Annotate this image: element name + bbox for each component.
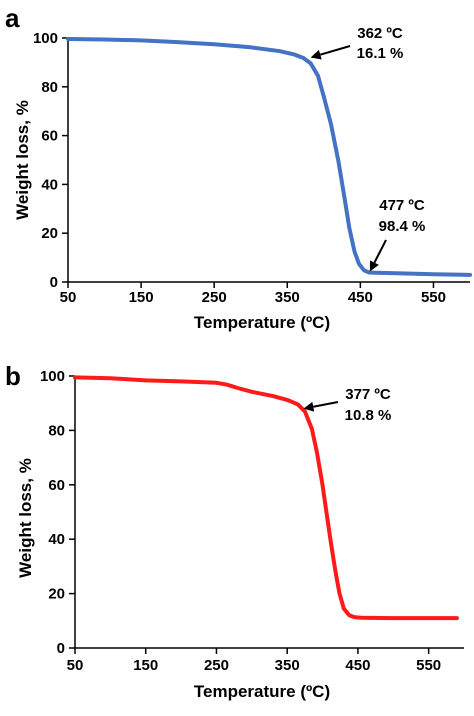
panel-a-axes xyxy=(67,38,470,283)
panel-a-y-tick-label: 60 xyxy=(41,128,58,145)
panel-b-x-axis-title: Temperature (ºC) xyxy=(194,682,330,701)
panel-a-x-tick-label: 550 xyxy=(421,289,446,306)
panel-b-y-tick-label: 100 xyxy=(40,368,65,385)
panel-a-x-tick-label: 50 xyxy=(60,289,77,306)
panel-a-y-tick-label: 20 xyxy=(41,225,58,242)
panel-a-x-tick-label: 150 xyxy=(129,289,154,306)
panel-b-annotation-1-arrow xyxy=(313,401,339,408)
panel-a-x-tick-label: 450 xyxy=(348,289,373,306)
panel-a-y-tick-label: 80 xyxy=(41,79,58,96)
panel-a-series-line xyxy=(66,37,472,277)
panel-b-y-tick-label: 60 xyxy=(48,477,65,494)
panel-b-y-tick-label: 0 xyxy=(57,640,65,657)
panel-b-annotation-1-percent: 10.8 % xyxy=(345,407,392,424)
panel-a-x-tick-labels: 50 150 250 350 450 550 xyxy=(60,289,446,306)
panel-a-annotation-2-arrowhead xyxy=(369,260,379,272)
panel-b-x-tick-label: 350 xyxy=(275,657,300,674)
panel-b-x-tick-marks xyxy=(74,648,430,654)
panel-b: b 50 150 250 350 450 550 0 20 40 60 80 1… xyxy=(5,361,464,701)
panel-label-a: a xyxy=(5,3,20,33)
panel-a-y-axis-title: Weight loss, % xyxy=(13,100,32,220)
panel-a-x-axis-title: Temperature (ºC) xyxy=(194,313,330,332)
panel-a-annotation-1-percent: 16.1 % xyxy=(357,45,404,62)
panel-a-y-tick-labels: 0 20 40 60 80 100 xyxy=(33,30,58,291)
panel-b-x-tick-labels: 50 150 250 350 450 550 xyxy=(67,657,441,674)
panel-b-y-tick-labels: 0 20 40 60 80 100 xyxy=(40,368,65,657)
panel-b-x-tick-label: 50 xyxy=(67,657,84,674)
panel-b-x-tick-label: 150 xyxy=(133,657,158,674)
panel-a-annotation-1: 362 ºC 16.1 % xyxy=(310,25,404,62)
panel-b-x-tick-label: 250 xyxy=(204,657,229,674)
panel-b-y-tick-marks xyxy=(69,375,75,649)
panel-a-annotation-2-temp: 477 ºC xyxy=(379,197,425,214)
panel-a-y-tick-marks xyxy=(62,37,68,283)
panel-b-y-tick-label: 20 xyxy=(48,586,65,603)
panel-a-x-tick-label: 250 xyxy=(202,289,227,306)
panel-b-annotation-1: 377 ºC 10.8 % xyxy=(303,386,391,424)
panel-b-x-tick-label: 550 xyxy=(416,657,441,674)
panel-b-y-axis-title: Weight loss, % xyxy=(16,458,35,578)
panel-b-series-line xyxy=(73,375,459,621)
panel-a-annotation-2-arrow xyxy=(373,239,387,264)
panel-a: a 50 150 250 350 450 550 0 20 40 60 80 1… xyxy=(5,3,472,332)
panel-a-annotation-1-arrowhead xyxy=(310,49,322,60)
panel-b-x-tick-label: 450 xyxy=(345,657,370,674)
panel-b-y-tick-label: 40 xyxy=(48,531,65,548)
panel-b-annotation-1-temp: 377 ºC xyxy=(345,386,391,403)
panel-a-annotation-1-arrow xyxy=(319,45,351,56)
panel-a-y-tick-label: 100 xyxy=(33,30,58,47)
panel-b-y-tick-label: 80 xyxy=(48,422,65,439)
panel-b-axes xyxy=(74,376,464,649)
panel-a-y-tick-label: 0 xyxy=(50,274,58,291)
panel-a-x-tick-label: 350 xyxy=(275,289,300,306)
panel-a-y-tick-label: 40 xyxy=(41,176,58,193)
panel-a-annotation-2-percent: 98.4 % xyxy=(379,218,426,235)
panel-label-b: b xyxy=(5,361,21,391)
panel-a-annotation-1-temp: 362 ºC xyxy=(357,25,403,42)
panel-a-annotation-2: 477 ºC 98.4 % xyxy=(369,197,426,272)
panel-a-x-tick-marks xyxy=(67,282,435,288)
panel-b-annotation-1-arrowhead xyxy=(303,401,315,412)
